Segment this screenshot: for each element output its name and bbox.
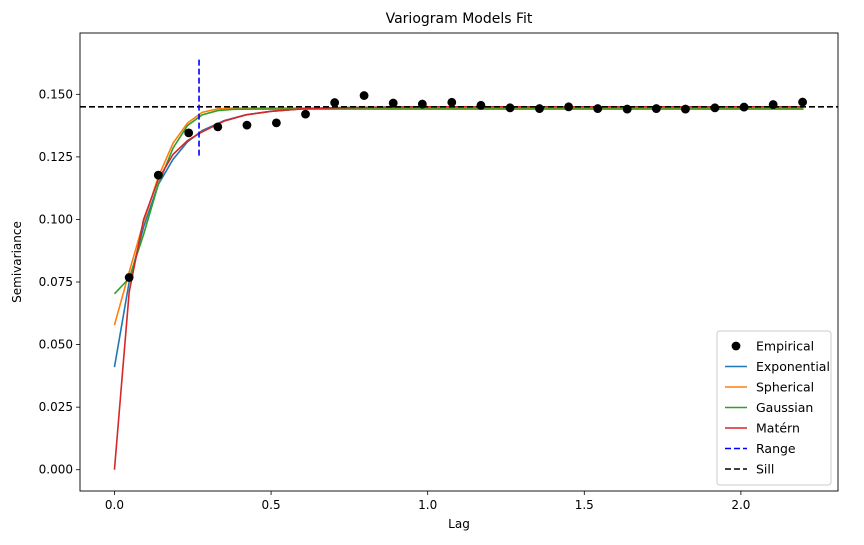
y-tick-label: 0.025: [39, 400, 73, 414]
empirical-point: [388, 98, 398, 108]
empirical-point: [768, 100, 778, 109]
chart-title: Variogram Models Fit: [386, 11, 533, 27]
empirical-point: [739, 102, 749, 112]
legend: Empirical Exponential Spherical Gaussian Mat…: [716, 330, 832, 486]
x-tick-label: 0.0: [105, 498, 124, 512]
x-tick-label: 1.5: [575, 498, 594, 512]
empirical-point: [593, 104, 603, 113]
empirical-point: [213, 122, 223, 132]
y-axis: 0.000 0.025 0.050 0.075 0.100 0.125 0.150: [39, 87, 80, 477]
empirical-point: [476, 100, 486, 110]
legend-label-exponential: Exponential: [756, 359, 830, 374]
x-tick-label: 1.0: [418, 498, 437, 512]
empirical-point: [184, 128, 194, 138]
x-axis-label: Lag: [448, 517, 470, 531]
empirical-point: [564, 102, 574, 112]
empirical-point: [681, 104, 690, 114]
y-tick-label: 0.075: [39, 275, 73, 289]
empirical-point: [124, 273, 134, 282]
y-axis-label: Semivariance: [10, 221, 24, 303]
empirical-point: [301, 109, 310, 119]
empirical-point: [242, 120, 252, 130]
empirical-point: [447, 97, 457, 107]
x-tick-label: 0.5: [262, 498, 281, 512]
y-tick-label: 0.150: [39, 87, 73, 101]
legend-box: [716, 330, 832, 486]
x-tick-label: 2.0: [731, 498, 750, 512]
empirical-point: [359, 91, 369, 100]
empirical-point: [417, 99, 427, 109]
legend-label-matrn: Matérn: [756, 421, 800, 436]
empirical-point: [710, 103, 720, 113]
legend-label-empirical: Empirical: [756, 339, 814, 354]
empirical-point: [330, 98, 340, 107]
x-axis: 0.0 0.5 1.0 1.5 2.0: [105, 491, 750, 512]
empirical-point: [153, 170, 163, 180]
y-tick-label: 0.000: [39, 463, 73, 477]
y-tick-label: 0.050: [39, 338, 73, 352]
plot-area: [80, 58, 838, 470]
plot-frame: [79, 32, 839, 492]
empirical-point: [535, 104, 544, 113]
empirical-point: [271, 118, 281, 128]
y-tick-label: 0.100: [39, 212, 73, 226]
y-tick-label: 0.125: [39, 150, 73, 164]
empirical-point: [651, 104, 661, 113]
legend-label-range: Range: [756, 441, 796, 456]
empirical-point: [622, 104, 632, 114]
legend-swatch-empirical: [731, 341, 741, 351]
legend-label-sill: Sill: [756, 462, 774, 477]
empirical-point: [798, 97, 808, 107]
empirical-point: [505, 103, 515, 113]
legend-label-gaussian: Gaussian: [756, 400, 813, 415]
legend-label-spherical: Spherical: [756, 380, 814, 395]
series-line-gaussian: [113, 108, 804, 295]
